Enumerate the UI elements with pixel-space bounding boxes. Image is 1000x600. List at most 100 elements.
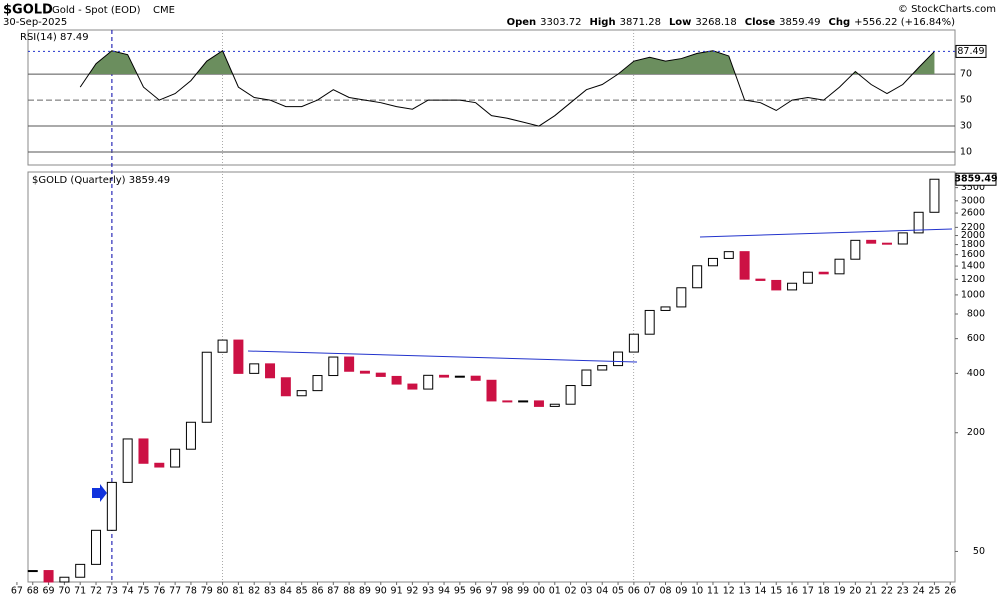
x-tick-label: 73 <box>106 586 118 597</box>
quote-label: Open <box>507 17 537 28</box>
arrow <box>92 484 107 502</box>
candle <box>518 400 529 403</box>
y-tick-label: 800 <box>967 309 985 320</box>
x-tick-label: 71 <box>74 586 86 597</box>
y-tick-label: 1600 <box>961 249 985 260</box>
candle <box>486 379 497 402</box>
x-tick-label: 21 <box>865 586 877 597</box>
x-tick-label: 15 <box>770 586 782 597</box>
x-tick-label: 11 <box>707 586 719 597</box>
x-tick-label: 07 <box>644 586 656 597</box>
candle <box>201 351 212 423</box>
x-tick-label: 91 <box>391 586 403 597</box>
x-tick-label: 24 <box>913 586 925 597</box>
symbol: $GOLD <box>3 3 53 18</box>
x-tick-label: 94 <box>438 586 450 597</box>
candle <box>312 375 323 392</box>
x-tick-label: 88 <box>343 586 355 597</box>
candle <box>170 448 181 468</box>
y-tick-label: 3500 <box>961 182 985 193</box>
x-tick-label: 75 <box>137 586 149 597</box>
y-tick-label: 30 <box>960 121 972 132</box>
rsi-fill <box>89 50 935 74</box>
x-tick-label: 96 <box>470 586 482 597</box>
candle <box>881 242 892 245</box>
candle <box>565 385 576 405</box>
x-tick-label: 69 <box>43 586 55 597</box>
candle <box>929 178 940 213</box>
price-tag-bg <box>955 172 997 186</box>
candle <box>185 421 196 450</box>
y-tick-label: 1000 <box>961 289 985 300</box>
x-tick-label: 92 <box>406 586 418 597</box>
candle <box>628 333 639 353</box>
quote-label: High <box>590 17 616 28</box>
x-tick-label: 70 <box>58 586 70 597</box>
x-tick-label: 90 <box>375 586 387 597</box>
rsi-layer: RSI(14) 87.49 10 30 50 70 87.49 <box>20 32 987 158</box>
legend: RSI(14) 87.49 <box>20 32 89 43</box>
x-tick-label: 04 <box>596 586 608 597</box>
x-tick-label: 13 <box>739 586 751 597</box>
candle <box>802 271 813 284</box>
x-tick-label: 12 <box>723 586 735 597</box>
x-tick-label: 83 <box>264 586 276 597</box>
candle <box>217 339 228 353</box>
y-tick-label: 3000 <box>961 195 985 206</box>
candle <box>676 287 687 308</box>
candle <box>755 278 766 281</box>
quote-value: +556.22 (+16.84%) <box>854 17 955 28</box>
y-tick-label: 2600 <box>961 208 985 219</box>
x-tick-label: 17 <box>802 586 814 597</box>
trend-line <box>247 350 638 363</box>
x-tick-label: 09 <box>675 586 687 597</box>
quote-label: Close <box>745 17 776 28</box>
y-tick-label: 2000 <box>961 230 985 241</box>
candle <box>597 365 608 371</box>
x-tick-label: 98 <box>501 586 513 597</box>
candle <box>913 211 924 234</box>
candle <box>391 375 402 385</box>
x-tick-label: 00 <box>533 586 545 597</box>
candle <box>439 374 450 378</box>
x-tick-label: 76 <box>153 586 165 597</box>
candle <box>75 563 86 578</box>
x-tick-label: 82 <box>248 586 260 597</box>
candle <box>106 481 117 531</box>
x-tick-label: 16 <box>786 586 798 597</box>
x-tick-label: 79 <box>201 586 213 597</box>
y-tick-label: 70 <box>960 69 972 80</box>
candle <box>834 258 845 275</box>
x-tick-label: 72 <box>90 586 102 597</box>
quote-label: Low <box>669 17 691 28</box>
candle <box>613 351 624 367</box>
quote-value: 3859.49 <box>779 17 820 28</box>
candle <box>375 372 386 377</box>
y-tick-label: 600 <box>967 333 985 344</box>
candle <box>454 375 465 378</box>
candle <box>644 309 655 335</box>
subtitle: Gold - Spot (EOD) <box>52 5 141 16</box>
candle <box>91 529 102 565</box>
candle <box>897 232 908 245</box>
x-tick-label: 68 <box>27 586 39 597</box>
candle <box>660 306 671 311</box>
rsi-tag: 87.49 <box>957 46 984 57</box>
candle <box>359 370 370 374</box>
x-tick-label: 97 <box>485 586 497 597</box>
x-tick-label: 84 <box>280 586 292 597</box>
x-tick-label: 26 <box>944 586 956 597</box>
quote-value: 3871.28 <box>620 17 661 28</box>
rsi-panel <box>27 29 956 166</box>
candle <box>138 438 149 464</box>
candle <box>344 356 355 372</box>
candle <box>423 374 434 390</box>
x-tick-label: 67 <box>11 586 23 597</box>
x-tick-label: 10 <box>691 586 703 597</box>
x-tick-label: 14 <box>754 586 766 597</box>
x-tick-label: 78 <box>185 586 197 597</box>
candle <box>502 400 513 403</box>
trend-line <box>699 228 953 238</box>
candle <box>723 251 734 259</box>
candle <box>407 383 418 390</box>
